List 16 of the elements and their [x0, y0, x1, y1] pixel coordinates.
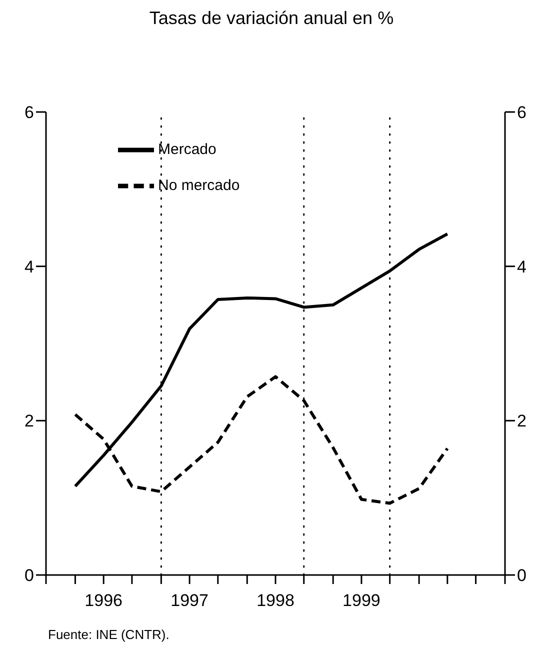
x-tick-label: 1999: [342, 591, 380, 610]
source-note: Fuente: INE (CNTR).: [48, 627, 170, 642]
y-tick-label: 4: [24, 257, 34, 276]
y2-tick-label: 2: [517, 412, 526, 431]
y2-tick-label: 6: [517, 103, 526, 122]
x-tick-label: 1998: [256, 591, 294, 610]
y-tick-label: 0: [24, 566, 34, 586]
x-tick-label: 1997: [170, 591, 208, 610]
y2-tick-label: 0: [517, 566, 526, 586]
x-tick-label: 1996: [84, 591, 123, 610]
chart-title: Tasas de variación anual en %: [148, 8, 395, 30]
y2-tick-label: 4: [517, 257, 526, 276]
y-tick-label: 2: [24, 412, 34, 431]
legend-label: Mercado: [158, 140, 216, 158]
legend-label: No mercado: [158, 176, 240, 194]
y-tick-label: 6: [24, 103, 34, 122]
